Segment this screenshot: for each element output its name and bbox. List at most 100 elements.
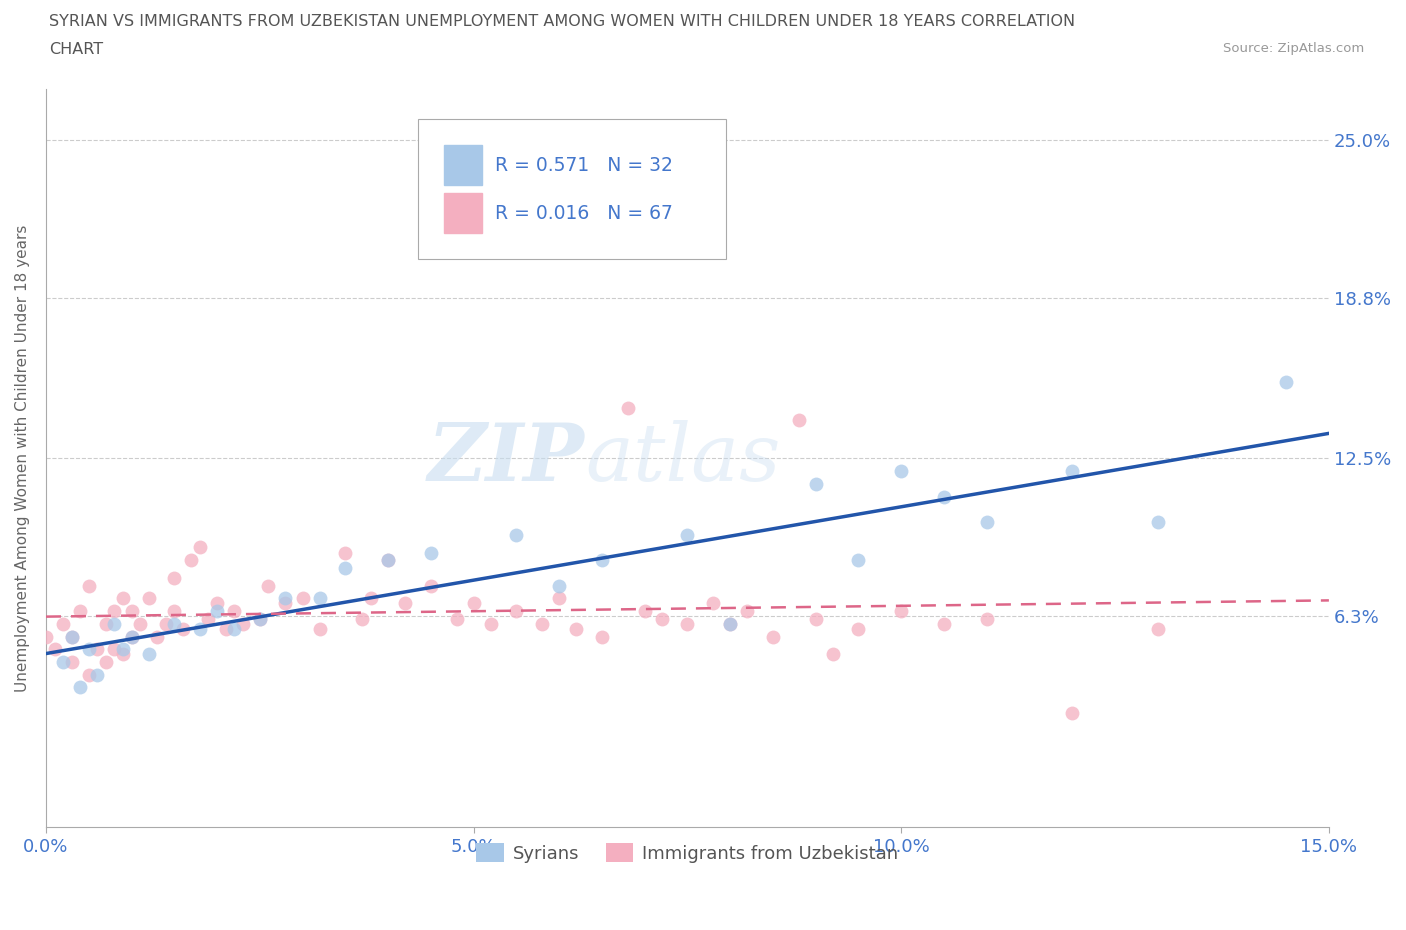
Point (932, 617, 955, 631)
Point (976, 514, 998, 529)
Point (804, 476, 827, 491)
Point (446, 611, 468, 626)
Point (69, 680, 91, 695)
Point (35, 629, 58, 644)
Point (86, 642, 108, 657)
Point (762, 629, 785, 644)
Point (94, 655, 117, 670)
Point (737, 604, 759, 618)
Point (377, 552, 399, 567)
Point (86, 667, 108, 682)
Point (702, 596, 724, 611)
Y-axis label: Unemployment Among Women with Children Under 18 years: Unemployment Among Women with Children U… (15, 225, 30, 692)
Point (197, 611, 219, 626)
Point (616, 400, 638, 415)
Point (94, 617, 117, 631)
Point (308, 621, 330, 636)
FancyBboxPatch shape (418, 119, 725, 259)
Point (718, 617, 741, 631)
Point (172, 621, 194, 636)
Point (69, 604, 91, 618)
Point (205, 604, 228, 618)
Point (111, 647, 134, 662)
Point (308, 591, 330, 605)
Point (651, 611, 673, 626)
Point (77, 642, 100, 657)
Point (60, 629, 83, 644)
Point (103, 617, 125, 631)
Point (163, 604, 186, 618)
Point (676, 617, 699, 631)
Point (890, 604, 912, 618)
Point (188, 540, 211, 555)
Point (531, 617, 554, 631)
Point (591, 629, 613, 644)
Point (976, 611, 998, 626)
Point (1062, 706, 1084, 721)
Point (1062, 464, 1084, 479)
Point (505, 604, 527, 618)
Point (565, 621, 588, 636)
Point (163, 617, 186, 631)
Point (360, 591, 382, 605)
Point (138, 591, 160, 605)
Point (591, 552, 613, 567)
Point (890, 464, 912, 479)
Point (257, 578, 280, 593)
Point (129, 617, 152, 631)
Point (163, 571, 186, 586)
Point (111, 591, 134, 605)
Point (224, 621, 246, 636)
Point (505, 527, 527, 542)
Point (787, 413, 810, 428)
Point (804, 611, 827, 626)
Point (463, 596, 485, 611)
Point (274, 596, 297, 611)
Text: CHART: CHART (49, 42, 103, 57)
Point (188, 621, 211, 636)
Point (848, 552, 870, 567)
Point (249, 611, 271, 626)
Point (205, 596, 228, 611)
Text: ZIP: ZIP (427, 419, 585, 498)
Text: SYRIAN VS IMMIGRANTS FROM UZBEKISTAN UNEMPLOYMENT AMONG WOMEN WITH CHILDREN UNDE: SYRIAN VS IMMIGRANTS FROM UZBEKISTAN UNE… (49, 14, 1076, 29)
Point (335, 561, 357, 576)
Legend: Syrians, Immigrants from Uzbekistan: Syrians, Immigrants from Uzbekistan (470, 836, 905, 870)
Point (77, 667, 100, 682)
Point (479, 617, 502, 631)
Point (394, 596, 416, 611)
Point (848, 621, 870, 636)
Point (44, 642, 66, 657)
Point (548, 591, 571, 605)
Point (1275, 375, 1298, 390)
Point (1146, 514, 1168, 529)
Text: R = 0.571   N = 32: R = 0.571 N = 32 (495, 156, 673, 175)
Point (419, 578, 441, 593)
Point (548, 578, 571, 593)
Point (155, 617, 177, 631)
Point (224, 604, 246, 618)
Text: R = 0.016   N = 67: R = 0.016 N = 67 (495, 204, 673, 223)
Point (77, 578, 100, 593)
Text: Source: ZipAtlas.com: Source: ZipAtlas.com (1223, 42, 1364, 55)
Text: atlas: atlas (585, 419, 780, 498)
Point (121, 629, 143, 644)
Point (335, 545, 357, 560)
Point (103, 642, 125, 657)
Point (138, 647, 160, 662)
Point (377, 552, 399, 567)
Point (932, 489, 955, 504)
Point (52, 655, 75, 670)
Point (60, 629, 83, 644)
Point (121, 629, 143, 644)
Point (718, 617, 741, 631)
Bar (444, 145, 482, 185)
Point (291, 591, 314, 605)
Point (419, 545, 441, 560)
Bar (444, 193, 482, 233)
Point (1146, 621, 1168, 636)
Point (274, 591, 297, 605)
Point (180, 552, 202, 567)
Point (146, 629, 169, 644)
Point (232, 617, 254, 631)
